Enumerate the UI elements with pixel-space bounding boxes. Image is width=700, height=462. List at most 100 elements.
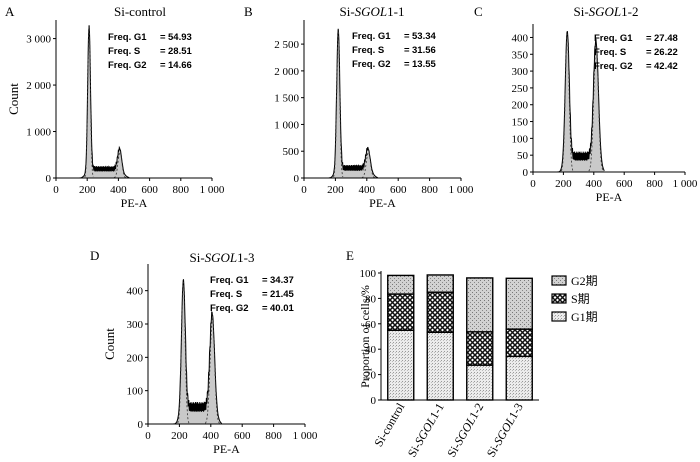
freq-equals: = [160,32,166,43]
x-tick-label: 0 [530,178,536,190]
x-tick-label: 400 [203,430,220,442]
x-tick-label: 600 [616,178,633,190]
category-label: Si-control [371,400,407,449]
histogram-title-suffix: 1-3 [237,250,254,265]
histogram-title: Si-control [114,4,166,19]
freq-equals: = [404,59,410,70]
histogram-panel-d: D Si-SGOL1-3 0 200 400 600 800 1 000 0 100 200 300 4… [90,248,318,456]
bar-0-3 [505,355,533,401]
freq-value: 28.51 [168,46,192,57]
histogram-title-italic: SGOL [205,250,238,265]
freq-label: Freq. G1 [210,275,249,286]
histogram-title-prefix: Si- [189,250,204,265]
histogram-title: Si-SGOL1-2 [573,4,638,19]
x-axis-label: PE-A [213,442,240,456]
y-tick-label: 0 [138,419,144,431]
x-tick-label: 600 [141,184,158,196]
freq-label: Freq. G2 [352,59,391,70]
x-axis-label: PE-A [596,190,623,204]
y-tick-label: 3 000 [26,34,51,46]
histogram-panel-b: B Si-SGOL1-1 0 200 400 600 800 1 000 0 500 1 000 1 … [244,4,474,210]
freq-value: 14.66 [168,60,192,71]
histogram-fill [327,28,378,178]
histogram-title-prefix: Si- [339,4,354,19]
bar-1-1 [426,291,454,333]
category-suffix: 1-1 [427,401,447,422]
histogram-title-prefix: Si-control [114,4,166,19]
freq-equals: = [262,289,268,300]
freq-label: Freq. G1 [352,31,391,42]
histogram-title-suffix: 1-1 [387,4,404,19]
freq-label: Freq. S [594,47,626,58]
x-tick-label: 200 [555,178,572,190]
freq-equals: = [646,47,652,58]
freq-value: 42.42 [654,61,678,72]
panel-label: C [474,4,483,19]
histogram-curve [555,30,605,173]
histogram-title-suffix: 1-2 [621,4,638,19]
y-tick-label: 50 [517,150,529,162]
panel-label: E [346,248,354,263]
freq-value: 26.22 [654,47,678,58]
y-tick-label: 300 [127,319,144,331]
freq-equals: = [160,46,166,57]
y-tick-label: 60 [365,319,377,331]
histogram-fill [171,279,222,424]
y-tick-label: 0 [523,167,529,179]
x-tick-label: 200 [171,430,188,442]
bar-2-2 [466,277,494,333]
category-label: Si-SGOL1-1 [405,401,447,460]
y-tick-label: 1 500 [274,93,299,105]
panel-label: B [244,4,253,19]
freq-value: 34.37 [270,275,294,286]
x-tick-label: 200 [79,184,96,196]
x-tick-label: 600 [390,184,407,196]
g1-fit-curve [560,33,574,172]
freq-label: Freq. G1 [594,33,633,44]
x-tick-label: 1 000 [673,178,698,190]
g1-fit-curve [333,30,344,178]
freq-value: 54.93 [168,32,192,43]
bar-2-3 [505,277,533,330]
histogram-title-italic: SGOL [355,4,388,19]
freq-value: 31.56 [412,45,436,56]
freq-value: 53.34 [412,31,436,42]
g2-fit-curve [588,45,604,172]
x-tick-label: 200 [327,184,344,196]
panel-label: A [5,4,15,19]
freq-label: Freq. S [210,289,242,300]
y-tick-label: 200 [127,352,144,364]
y-tick-label: 400 [127,286,144,298]
x-tick-label: 400 [586,178,603,190]
category-suffix: 1-2 [466,401,486,422]
y-tick-label: 2 000 [26,80,51,92]
x-tick-label: 800 [265,430,282,442]
y-tick-label: 100 [360,268,377,280]
bar-2-1 [426,274,454,293]
legend-swatch [551,311,567,322]
histogram-title-italic: SGOL [589,4,622,19]
y-tick-label: 200 [512,100,529,112]
histogram-title: Si-SGOL1-1 [339,4,404,19]
x-tick-label: 1 000 [449,184,474,196]
freq-equals: = [262,303,268,314]
freq-equals: = [262,275,268,286]
y-tick-label: 1 000 [274,119,299,131]
legend-swatch [551,293,567,304]
x-tick-label: 800 [173,184,190,196]
category-prefix: Si-control [371,400,407,449]
bar-0-0 [387,329,415,401]
histogram-fill [555,31,605,173]
freq-label: Freq. S [108,46,140,57]
bar-1-2 [466,331,494,366]
y-tick-label: 400 [512,32,529,44]
freq-equals: = [160,60,166,71]
bar-1-3 [505,328,533,358]
x-tick-label: 1 000 [200,184,225,196]
y-tick-label: 40 [365,344,377,356]
y-tick-label: 20 [365,370,377,382]
x-tick-label: 0 [53,184,59,196]
category-suffix: 1-3 [506,401,526,422]
category-prefix: Si- [484,440,503,459]
